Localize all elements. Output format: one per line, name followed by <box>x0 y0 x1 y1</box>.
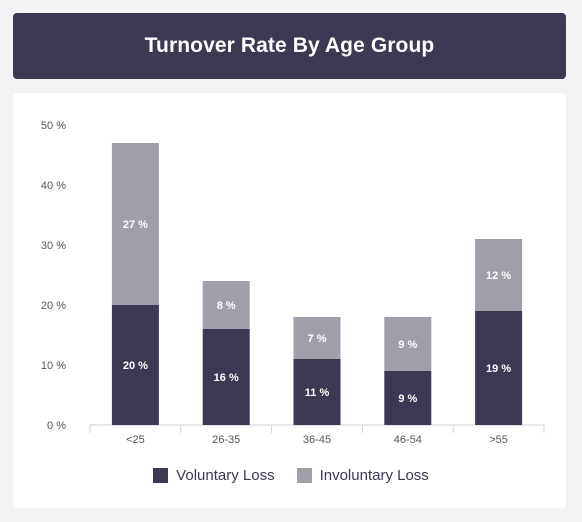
chart-card <box>13 93 566 508</box>
data-label-involuntary: 7 % <box>308 333 327 345</box>
x-tick-label: 36-45 <box>303 434 331 446</box>
data-label-involuntary: 12 % <box>486 270 511 282</box>
x-tick-label: >55 <box>489 434 508 446</box>
data-label-involuntary: 8 % <box>217 300 236 312</box>
y-tick-label: 40 % <box>41 180 66 192</box>
legend-item-involuntary[interactable]: Involuntary Loss <box>296 466 429 484</box>
legend-swatch-involuntary <box>296 467 312 483</box>
data-label-voluntary: 16 % <box>214 372 239 384</box>
x-tick-label: <25 <box>126 434 145 446</box>
bar-involuntary <box>111 143 159 305</box>
data-label-voluntary: 19 % <box>486 363 511 375</box>
x-tick-label: 26-35 <box>212 434 240 446</box>
bar-involuntary <box>384 317 432 371</box>
data-label-voluntary: 9 % <box>398 393 417 405</box>
legend-label-voluntary: Voluntary Loss <box>176 466 275 484</box>
y-tick-label: 20 % <box>41 300 66 312</box>
bar-voluntary <box>475 311 523 425</box>
bar-voluntary <box>293 359 341 425</box>
bar-involuntary <box>293 317 341 359</box>
title-bar: Turnover Rate By Age Group <box>13 13 566 79</box>
bar-voluntary <box>202 329 250 425</box>
legend-label-involuntary: Involuntary Loss <box>319 466 429 484</box>
y-tick-label: 30 % <box>41 240 66 252</box>
data-label-involuntary: 27 % <box>123 219 148 231</box>
bar-voluntary <box>111 305 159 425</box>
data-label-involuntary: 9 % <box>398 339 417 351</box>
bar-involuntary <box>202 281 250 329</box>
data-label-voluntary: 11 % <box>305 387 330 399</box>
y-tick-label: 0 % <box>47 420 66 432</box>
y-tick-label: 50 % <box>41 120 66 132</box>
legend-item-voluntary[interactable]: Voluntary Loss <box>153 466 275 484</box>
bar-involuntary <box>475 239 523 311</box>
legend: Voluntary Loss Involuntary Loss <box>0 464 582 486</box>
chart-title: Turnover Rate By Age Group <box>144 34 435 57</box>
data-label-voluntary: 20 % <box>123 360 148 372</box>
y-tick-label: 10 % <box>41 360 66 372</box>
legend-swatch-voluntary <box>153 467 169 483</box>
bar-voluntary <box>384 371 432 425</box>
x-tick-label: 46-54 <box>394 434 422 446</box>
